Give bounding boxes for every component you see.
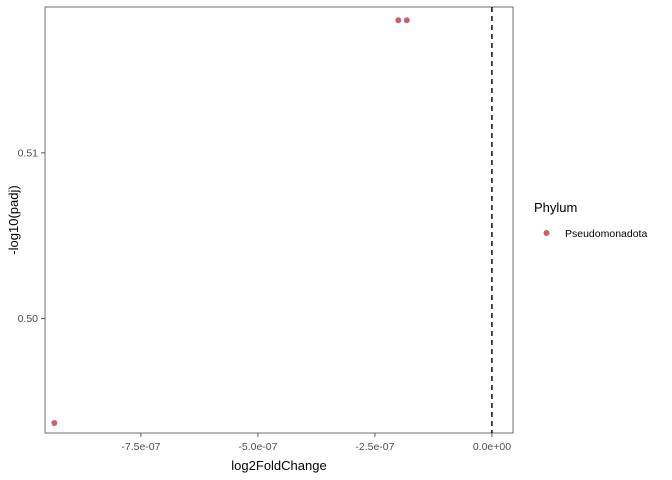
y-tick-label: 0.50 [18,313,39,325]
points-layer [51,17,410,427]
data-point [51,420,58,427]
x-tick-label: -5.0e-07 [238,441,277,453]
plot-panel [44,6,514,434]
legend-label: Pseudomonadota [565,228,647,240]
x-tick-label: 0.0e+00 [473,441,511,453]
y-axis-title: -log10(padj) [6,185,21,254]
x-axis-title: log2FoldChange [231,458,326,473]
x-tick-label: -7.5e-07 [121,441,160,453]
legend-title: Phylum [534,200,577,215]
x-axis: -7.5e-07 -5.0e-07 -2.5e-07 0.0e+00 [121,433,511,453]
y-tick-label: 0.51 [18,147,39,159]
legend: Phylum Pseudomonadota [534,200,647,240]
data-point [403,17,410,24]
x-tick-label: -2.5e-07 [355,441,394,453]
legend-key [543,230,550,236]
data-point [395,17,402,24]
y-axis: 0.50 0.51 [18,147,45,325]
